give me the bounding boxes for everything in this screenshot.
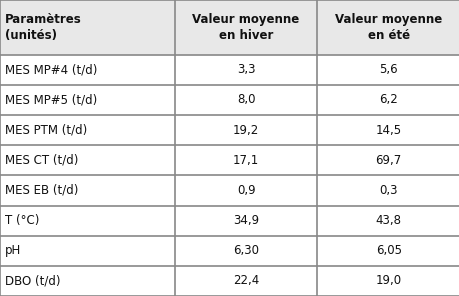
Text: MES EB (t/d): MES EB (t/d)	[5, 184, 78, 197]
Bar	[317, 85, 459, 115]
Text: 0,3: 0,3	[379, 184, 397, 197]
Text: MES MP#5 (t/d): MES MP#5 (t/d)	[5, 94, 97, 107]
Text: 3,3: 3,3	[236, 63, 255, 76]
Text: 22,4: 22,4	[232, 274, 259, 287]
Bar	[0, 55, 174, 85]
Text: 19,0: 19,0	[375, 274, 401, 287]
Bar	[174, 115, 317, 145]
Text: DBO (t/d): DBO (t/d)	[5, 274, 60, 287]
Text: 17,1: 17,1	[232, 154, 259, 167]
Bar	[0, 236, 174, 266]
Bar	[317, 266, 459, 296]
Bar	[174, 0, 317, 55]
Bar	[174, 236, 317, 266]
Text: 14,5: 14,5	[375, 124, 401, 137]
Text: MES MP#4 (t/d): MES MP#4 (t/d)	[5, 63, 97, 76]
Bar	[174, 55, 317, 85]
Text: 34,9: 34,9	[233, 214, 258, 227]
Bar	[0, 205, 174, 236]
Text: MES CT (t/d): MES CT (t/d)	[5, 154, 78, 167]
Bar	[317, 115, 459, 145]
Bar	[317, 175, 459, 205]
Bar	[317, 205, 459, 236]
Text: T (°C): T (°C)	[5, 214, 39, 227]
Bar	[0, 115, 174, 145]
Bar	[174, 85, 317, 115]
Text: 19,2: 19,2	[232, 124, 259, 137]
Text: 0,9: 0,9	[236, 184, 255, 197]
Text: 69,7: 69,7	[375, 154, 401, 167]
Bar	[0, 175, 174, 205]
Bar	[317, 236, 459, 266]
Bar	[0, 145, 174, 175]
Bar	[174, 175, 317, 205]
Bar	[174, 145, 317, 175]
Text: pH: pH	[5, 244, 21, 257]
Text: 43,8: 43,8	[375, 214, 401, 227]
Bar	[0, 85, 174, 115]
Text: Paramètres
(unités): Paramètres (unités)	[5, 13, 81, 42]
Bar	[317, 0, 459, 55]
Text: 6,30: 6,30	[233, 244, 258, 257]
Bar	[174, 205, 317, 236]
Text: MES PTM (t/d): MES PTM (t/d)	[5, 124, 87, 137]
Bar	[174, 266, 317, 296]
Text: Valeur moyenne
en été: Valeur moyenne en été	[334, 13, 442, 42]
Text: 6,2: 6,2	[379, 94, 397, 107]
Text: 5,6: 5,6	[379, 63, 397, 76]
Bar	[317, 145, 459, 175]
Bar	[0, 266, 174, 296]
Bar	[0, 0, 174, 55]
Text: 8,0: 8,0	[236, 94, 255, 107]
Bar	[317, 55, 459, 85]
Text: 6,05: 6,05	[375, 244, 401, 257]
Text: Valeur moyenne
en hiver: Valeur moyenne en hiver	[192, 13, 299, 42]
